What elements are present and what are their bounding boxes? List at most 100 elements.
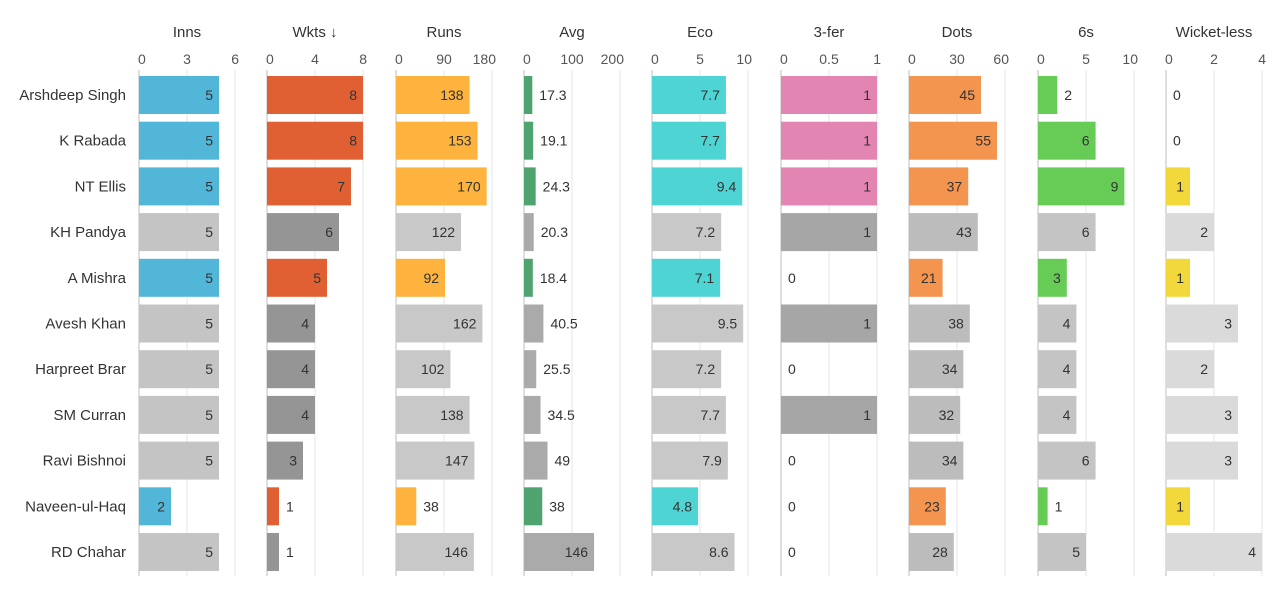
bar <box>139 304 219 343</box>
value-label: 32 <box>939 407 955 423</box>
bar <box>396 304 483 343</box>
player-label: A Mishra <box>68 270 127 287</box>
bar <box>909 167 969 206</box>
value-label: 8 <box>349 133 357 149</box>
value-label: 8.6 <box>709 544 729 560</box>
bar <box>524 395 541 434</box>
value-label: 8 <box>349 87 357 103</box>
value-label: 7.2 <box>696 224 716 240</box>
player-label: NT Ellis <box>75 178 126 195</box>
tick-label: 60 <box>993 51 1009 67</box>
value-label: 146 <box>565 544 589 560</box>
bar <box>396 213 462 252</box>
value-label: 1 <box>863 87 871 103</box>
bar <box>1038 213 1096 252</box>
tick-label: 0 <box>908 51 916 67</box>
bar <box>267 213 339 252</box>
bar <box>909 441 964 480</box>
bar <box>652 167 743 206</box>
value-label: 18.4 <box>540 270 567 286</box>
bar <box>781 167 877 206</box>
tick-label: 0.5 <box>819 51 839 67</box>
value-label: 21 <box>921 270 937 286</box>
bar <box>267 441 303 480</box>
bar <box>1166 533 1262 571</box>
bar <box>267 167 351 206</box>
value-label: 1 <box>286 544 294 560</box>
tick-label: 0 <box>1037 51 1045 67</box>
bar <box>524 487 543 526</box>
bar <box>652 213 722 252</box>
value-label: 9.5 <box>718 316 738 332</box>
value-label: 7.9 <box>702 453 722 469</box>
bar <box>267 121 363 160</box>
value-label: 25.5 <box>543 361 570 377</box>
bar <box>1038 76 1058 114</box>
value-label: 0 <box>788 453 796 469</box>
value-label: 1 <box>286 498 294 514</box>
tick-label: 0 <box>780 51 788 67</box>
value-label: 7.2 <box>696 361 716 377</box>
value-label: 5 <box>205 133 213 149</box>
tick-label: 3 <box>183 51 191 67</box>
bar <box>396 76 470 114</box>
tick-label: 200 <box>601 51 625 67</box>
value-label: 7.7 <box>700 87 720 103</box>
column-title: 3-fer <box>814 24 845 41</box>
value-label: 2 <box>1200 224 1208 240</box>
tick-label: 4 <box>1258 51 1266 67</box>
bar <box>909 350 964 389</box>
column-title: Runs <box>426 24 461 41</box>
bar <box>781 213 877 252</box>
bar <box>1038 533 1086 571</box>
player-label: Naveen-ul-Haq <box>25 498 126 515</box>
value-label: 38 <box>423 498 439 514</box>
value-label: 5 <box>205 87 213 103</box>
bar <box>1166 395 1238 434</box>
bar <box>652 258 721 297</box>
value-label: 1 <box>1176 498 1184 514</box>
value-label: 4 <box>1063 316 1071 332</box>
player-label: Harpreet Brar <box>35 361 126 378</box>
bar <box>396 395 470 434</box>
value-label: 0 <box>788 270 796 286</box>
value-label: 4 <box>301 316 309 332</box>
bar <box>267 350 315 389</box>
bar <box>1038 350 1077 389</box>
value-label: 49 <box>555 453 571 469</box>
value-label: 9 <box>1111 178 1119 194</box>
tick-label: 6 <box>231 51 239 67</box>
bar <box>396 441 475 480</box>
bar <box>1166 441 1238 480</box>
bar <box>139 167 219 206</box>
value-label: 1 <box>1176 178 1184 194</box>
value-label: 40.5 <box>550 316 577 332</box>
tick-label: 10 <box>1122 51 1138 67</box>
value-label: 5 <box>205 544 213 560</box>
bar <box>396 350 451 389</box>
bar <box>652 121 726 160</box>
value-label: 170 <box>457 178 481 194</box>
value-label: 17.3 <box>539 87 566 103</box>
value-label: 3 <box>1224 407 1232 423</box>
value-label: 5 <box>205 270 213 286</box>
value-label: 146 <box>445 544 469 560</box>
value-label: 5 <box>205 224 213 240</box>
value-label: 6 <box>1082 224 1090 240</box>
value-label: 1 <box>1176 270 1184 286</box>
bar <box>139 258 219 297</box>
value-label: 24.3 <box>543 178 570 194</box>
bar <box>1166 304 1238 343</box>
value-label: 3 <box>1224 453 1232 469</box>
bar <box>1166 350 1214 389</box>
value-label: 4 <box>1248 544 1256 560</box>
bar <box>652 395 726 434</box>
bar <box>267 395 315 434</box>
column-title: Avg <box>559 24 585 41</box>
column-title: Wicket-less <box>1176 24 1253 41</box>
bar <box>909 533 954 571</box>
bar <box>1038 395 1077 434</box>
player-label: K Rabada <box>59 133 126 150</box>
value-label: 5 <box>313 270 321 286</box>
